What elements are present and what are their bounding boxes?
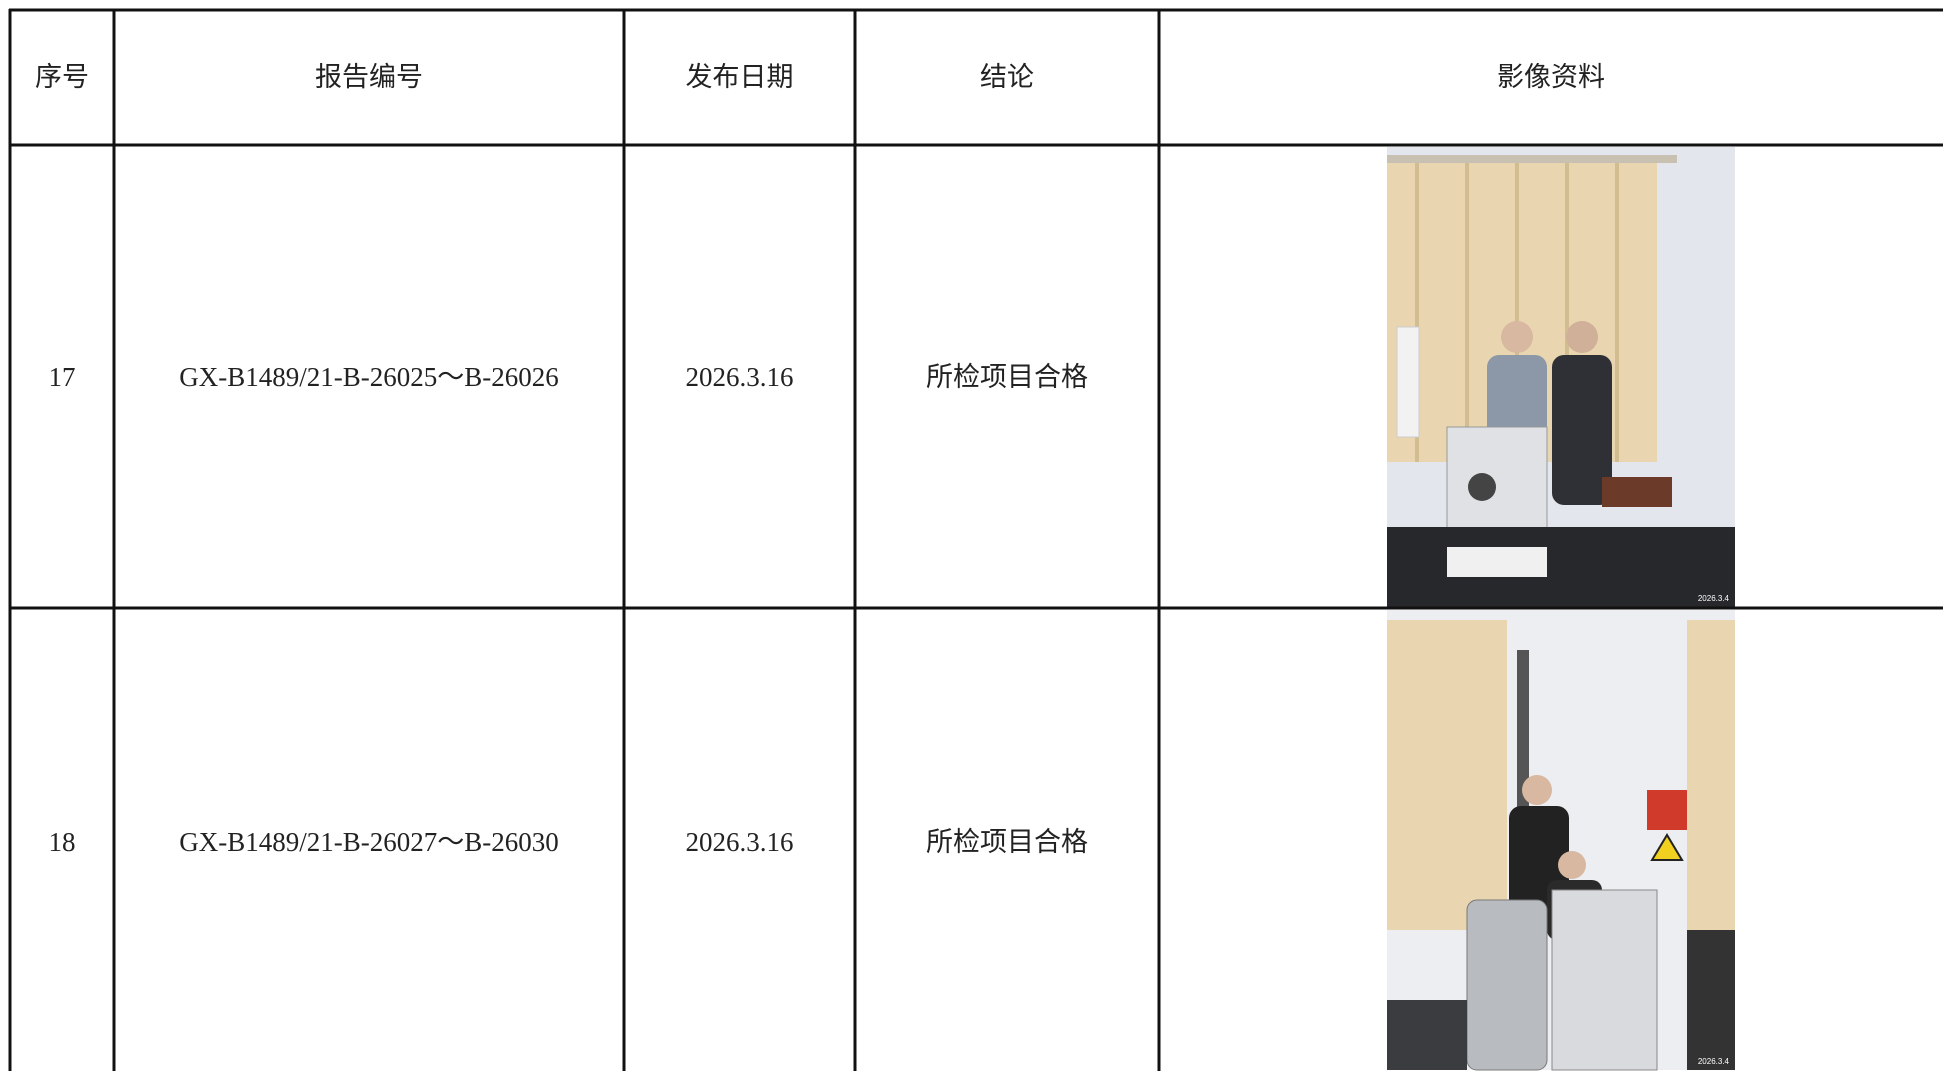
table-cell: GX-B1489/21-B-26027～B-26030 [179, 827, 559, 857]
header-cell: 报告编号 [315, 62, 423, 92]
table-cell: 2026.3.16 [686, 827, 794, 857]
table-cell: 2026.3.16 [686, 362, 794, 392]
table-cell: 17 [49, 362, 76, 392]
photo-image [1385, 145, 1737, 609]
photo-timestamp: 2026.3.4 [1698, 1057, 1730, 1066]
table-cell: 18 [49, 827, 76, 857]
header-cell: 序号 [35, 62, 89, 92]
photo: 2026.3.4 [1386, 609, 1736, 1071]
table-cell: 所检项目合格 [926, 827, 1088, 857]
photo-image [1386, 609, 1736, 1071]
header-cell: 影像资料 [1497, 62, 1605, 92]
table-cell: GX-B1489/21-B-26025～B-26026 [179, 362, 559, 392]
photo-timestamp: 2026.3.4 [1698, 594, 1730, 603]
photo: 2026.3.4 [1385, 145, 1737, 609]
table-cell: 所检项目合格 [926, 362, 1088, 392]
header-cell: 发布日期 [686, 62, 794, 92]
header-cell: 结论 [980, 62, 1034, 92]
